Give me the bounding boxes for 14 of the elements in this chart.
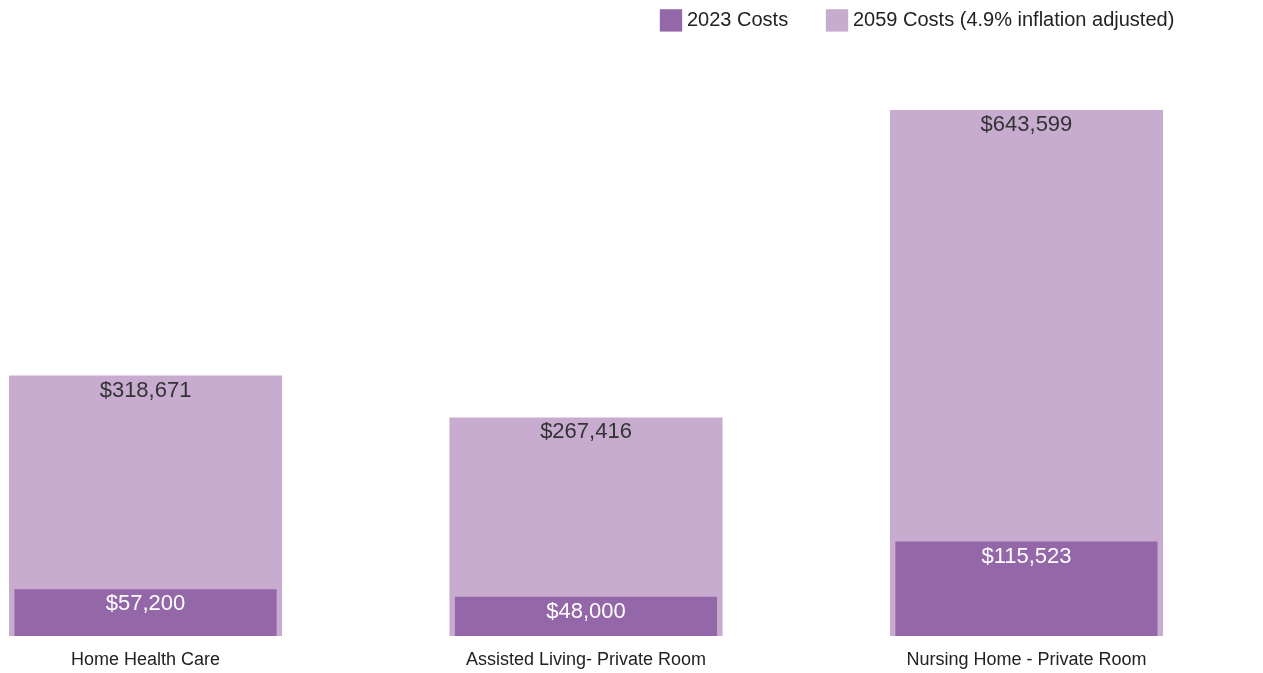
data-label: $115,523 bbox=[981, 542, 1072, 568]
x-tick-label: Assisted Living- Private Room bbox=[465, 648, 707, 669]
data-label: $643,599 bbox=[980, 111, 1073, 136]
bar bbox=[14, 589, 277, 636]
x-tick-label: Nursing Home - Private Room bbox=[906, 648, 1147, 669]
legend-label: 2059 Costs (4.9% inflation adjusted) bbox=[853, 8, 1175, 31]
bar bbox=[895, 541, 1158, 636]
x-tick-label: Home Health Care bbox=[71, 648, 221, 669]
data-label: $57,200 bbox=[105, 590, 186, 616]
data-label: $48,000 bbox=[546, 597, 626, 623]
bar bbox=[454, 596, 718, 636]
data-label: $318,671 bbox=[99, 376, 192, 402]
legend-label: 2023 Costs bbox=[687, 8, 789, 31]
data-label: $267,416 bbox=[540, 418, 632, 444]
